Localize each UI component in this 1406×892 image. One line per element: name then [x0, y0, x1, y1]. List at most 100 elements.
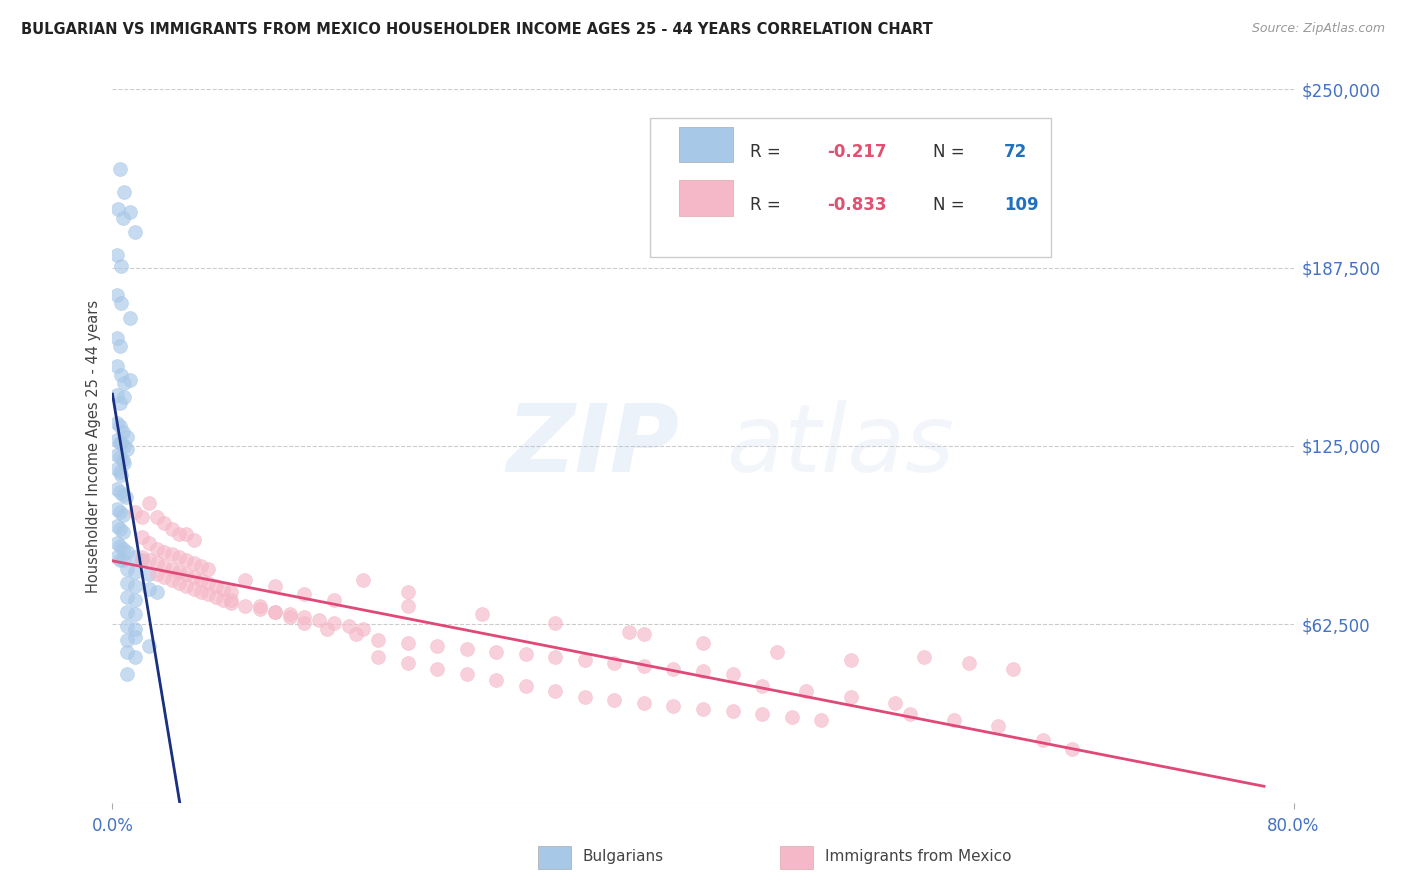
Point	[219, 596, 242, 610]
Point	[112, 376, 135, 391]
Point	[212, 593, 235, 607]
Point	[751, 679, 773, 693]
Point	[138, 536, 160, 550]
Point	[839, 653, 862, 667]
Point	[110, 368, 132, 382]
Point	[160, 522, 183, 536]
Point	[751, 707, 773, 722]
Point	[456, 641, 478, 656]
Point	[367, 633, 389, 648]
Point	[692, 701, 714, 715]
Point	[117, 562, 138, 576]
FancyBboxPatch shape	[780, 847, 813, 869]
Point	[111, 425, 134, 439]
Point	[138, 496, 160, 510]
Text: BULGARIAN VS IMMIGRANTS FROM MEXICO HOUSEHOLDER INCOME AGES 25 - 44 YEARS CORREL: BULGARIAN VS IMMIGRANTS FROM MEXICO HOUS…	[21, 22, 932, 37]
Point	[183, 570, 205, 584]
Point	[110, 259, 132, 273]
Point	[105, 550, 128, 565]
Text: atlas: atlas	[727, 401, 955, 491]
Text: -0.217: -0.217	[827, 143, 887, 161]
Point	[111, 508, 134, 522]
Point	[205, 579, 228, 593]
Point	[197, 562, 219, 576]
Point	[278, 610, 301, 624]
Point	[120, 205, 142, 219]
Point	[544, 615, 567, 630]
Point	[249, 601, 271, 615]
Point	[108, 522, 131, 536]
Point	[138, 567, 160, 582]
Point	[167, 550, 190, 565]
Point	[1062, 741, 1084, 756]
Point	[131, 553, 153, 567]
Point	[942, 713, 965, 727]
Point	[111, 211, 134, 225]
Point	[108, 484, 131, 499]
Point	[124, 630, 146, 644]
Point	[105, 387, 128, 401]
Point	[544, 684, 567, 698]
Point	[212, 582, 235, 596]
Point	[780, 710, 803, 724]
FancyBboxPatch shape	[679, 180, 733, 216]
Point	[117, 442, 138, 456]
Point	[174, 579, 197, 593]
Point	[914, 650, 936, 665]
Point	[117, 633, 138, 648]
Point	[292, 615, 315, 630]
FancyBboxPatch shape	[537, 847, 571, 869]
Text: Immigrants from Mexico: Immigrants from Mexico	[825, 849, 1011, 863]
Point	[183, 582, 205, 596]
Point	[105, 536, 128, 550]
Point	[108, 419, 131, 434]
Point	[190, 584, 212, 599]
Point	[183, 533, 205, 548]
Point	[190, 573, 212, 587]
Point	[111, 541, 134, 556]
Point	[124, 607, 146, 622]
Point	[105, 248, 128, 262]
Point	[292, 610, 315, 624]
Point	[205, 591, 228, 605]
Point	[662, 662, 685, 676]
Point	[114, 491, 136, 505]
Point	[167, 576, 190, 591]
Point	[108, 436, 131, 450]
Point	[766, 644, 789, 658]
Point	[105, 287, 128, 301]
Point	[105, 416, 128, 430]
Point	[124, 579, 146, 593]
Point	[110, 467, 132, 482]
Point	[174, 567, 197, 582]
FancyBboxPatch shape	[650, 118, 1052, 257]
Point	[117, 605, 138, 619]
Point	[249, 599, 271, 613]
Point	[105, 462, 128, 476]
Point	[105, 434, 128, 448]
Y-axis label: Householder Income Ages 25 - 44 years: Householder Income Ages 25 - 44 years	[86, 300, 101, 592]
Point	[112, 439, 135, 453]
Text: N =: N =	[934, 196, 970, 214]
Point	[633, 696, 655, 710]
Point	[603, 693, 626, 707]
Point	[396, 584, 419, 599]
Point	[153, 570, 176, 584]
Point	[197, 576, 219, 591]
Point	[108, 539, 131, 553]
Point	[160, 562, 183, 576]
Point	[117, 430, 138, 444]
Point	[120, 373, 142, 387]
Point	[124, 225, 146, 239]
Point	[131, 530, 153, 544]
Point	[396, 599, 419, 613]
Point	[110, 436, 132, 450]
Point	[153, 544, 176, 558]
Point	[124, 550, 146, 565]
Point	[111, 553, 134, 567]
Point	[264, 579, 287, 593]
Point	[337, 619, 360, 633]
Point	[107, 202, 129, 216]
Text: R =: R =	[751, 196, 786, 214]
Point	[111, 453, 134, 467]
